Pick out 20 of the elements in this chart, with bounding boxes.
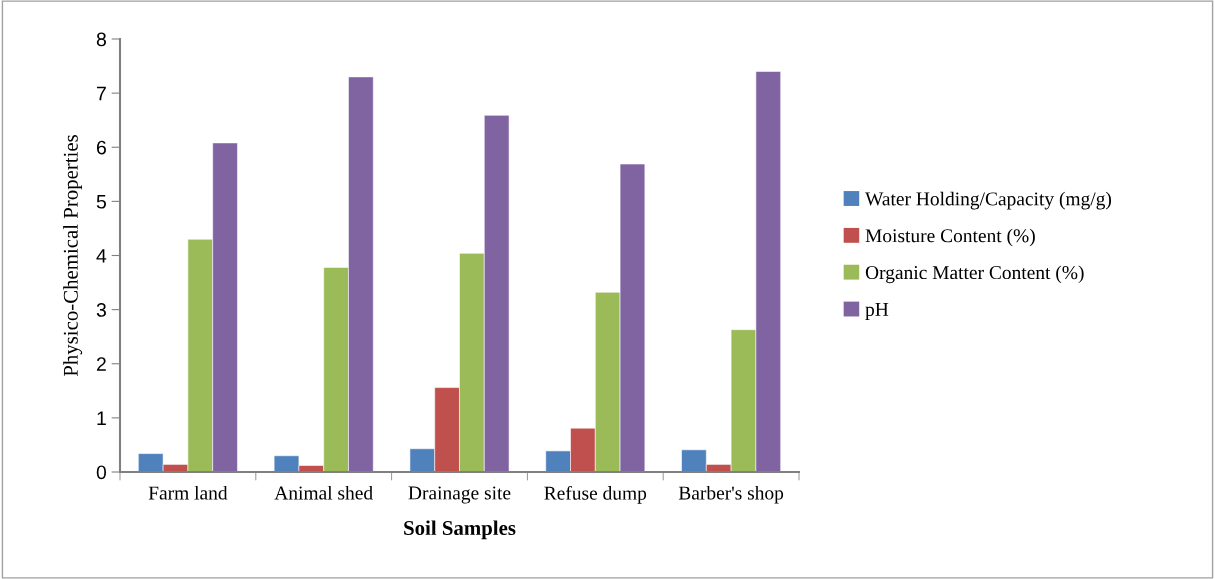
legend-label: pH — [865, 303, 889, 320]
legend-label: Water Holding/Capacity (mg/g) — [865, 191, 1112, 210]
y-axis-title: Physico-Chemical Properties — [63, 135, 83, 377]
y-tick-label: 4 — [96, 249, 107, 263]
y-tick-label: 0 — [96, 465, 107, 480]
y-tick-label: 6 — [96, 140, 106, 155]
y-tick-label: 2 — [96, 357, 106, 371]
y-tick-label: 3 — [96, 303, 106, 317]
x-tick-label: Barber's shop — [678, 485, 784, 504]
legend-label: Organic Matter Content (%) — [865, 265, 1084, 284]
x-tick-label: Drainage site — [408, 486, 511, 504]
y-tick-label: 5 — [96, 195, 106, 209]
x-axis-title: Soil Samples — [404, 520, 516, 540]
y-tick-label: 8 — [96, 32, 106, 47]
y-tick-label: 1 — [97, 411, 106, 425]
x-tick-label: Animal shed — [274, 485, 373, 500]
legend-label: Moisture Content (%) — [865, 228, 1035, 247]
y-tick-label: 7 — [96, 86, 106, 101]
x-tick-label: Refuse dump — [544, 485, 647, 504]
x-tick-label: Farm land — [148, 485, 228, 500]
